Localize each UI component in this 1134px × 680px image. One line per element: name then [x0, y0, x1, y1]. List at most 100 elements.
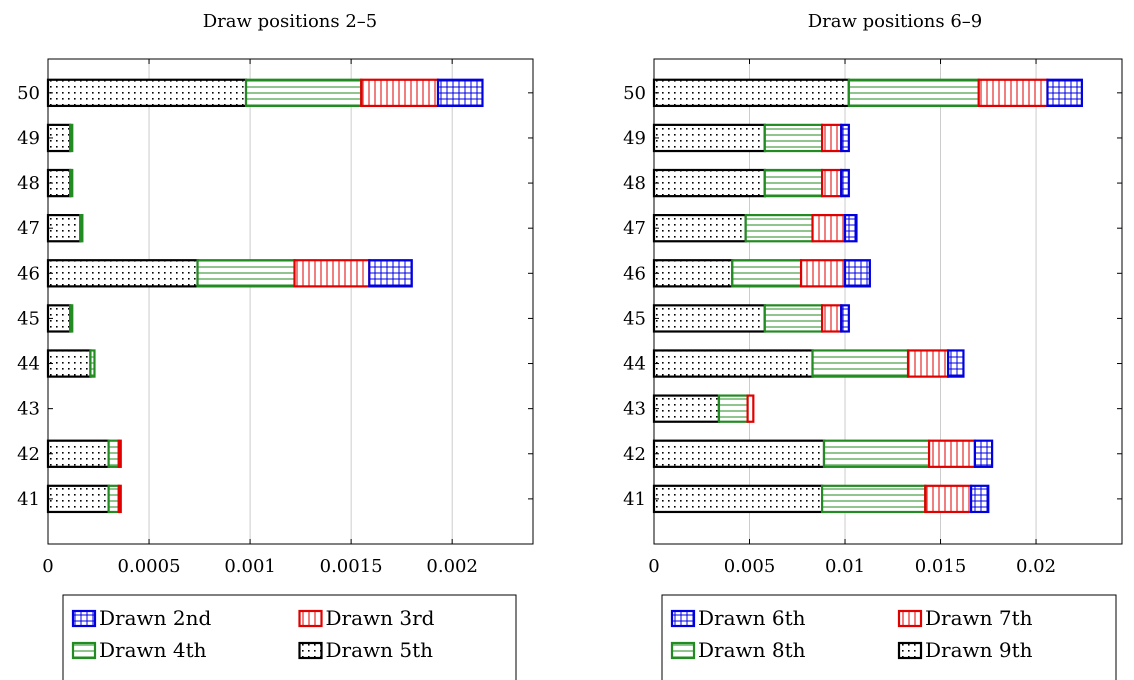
right-bar-drawn-9th-43 [652, 394, 721, 423]
right-chart: Draw positions 6–9 41 42 43 44 45 46 47 48 49 50 0… [623, 11, 1123, 680]
right-bar-drawn-7th-42 [927, 439, 977, 468]
right-bar-drawn-8th-49 [763, 123, 824, 153]
left-legend-label: Drawn 3rd [326, 606, 435, 630]
left-bar-drawn-4th-50 [244, 78, 363, 108]
left-bar-drawn-4th-44 [89, 349, 96, 378]
right-bar-drawn-9th-48 [652, 168, 766, 198]
right-legend-swatch [670, 641, 696, 660]
left-legend: Drawn 2nd Drawn 3rd Drawn 4th Drawn 5th [62, 594, 517, 680]
right-bar-drawn-7th-44 [906, 349, 950, 378]
right-bar-drawn-8th-45 [763, 304, 824, 333]
right-ytick-label: 48 [623, 173, 646, 194]
right-bar-drawn-9th-41 [652, 484, 824, 514]
right-bar-drawn-6th-49 [840, 123, 850, 153]
right-xtick-label: 0.02 [1016, 556, 1056, 577]
left-bar-drawn-3rd-41 [117, 484, 122, 514]
left-chart: Draw positions 2–5 41 42 43 44 45 46 47 48 49 50 0… [17, 11, 534, 680]
left-legend-label: Drawn 2nd [99, 606, 211, 630]
right-legend-swatch [670, 609, 696, 628]
left-bar-drawn-5th-44 [46, 349, 92, 378]
left-ytick-label: 46 [17, 263, 40, 284]
right-bar-drawn-9th-49 [652, 123, 766, 153]
right-bar-drawn-6th-48 [840, 168, 850, 198]
right-bar-drawn-8th-41 [820, 484, 927, 514]
right-xtick-label: 0.01 [825, 556, 865, 577]
right-bar-drawn-8th-46 [731, 259, 803, 288]
right-ytick-label: 41 [623, 489, 646, 510]
left-bar-drawn-4th-42 [107, 439, 120, 468]
left-chart-title: Draw positions 2–5 [203, 11, 378, 32]
right-ytick-label: 45 [623, 308, 646, 329]
left-bar-drawn-4th-49 [69, 123, 74, 153]
left-bar-drawn-3rd-50 [360, 78, 440, 108]
left-xtick-label: 0.002 [426, 556, 478, 577]
left-bar-drawn-4th-45 [69, 304, 74, 333]
right-legend-label: Drawn 7th [925, 606, 1033, 630]
right-axis-frame [653, 58, 1123, 545]
right-legend-swatch [897, 609, 923, 628]
right-bar-drawn-7th-43 [746, 394, 755, 423]
right-ytick-label: 46 [623, 263, 646, 284]
left-ytick-label: 41 [17, 489, 40, 510]
right-bar-drawn-8th-50 [847, 78, 980, 108]
right-legend-label: Drawn 6th [698, 606, 806, 630]
right-legend-swatch [897, 641, 923, 660]
left-legend-swatch [298, 609, 323, 628]
right-bar-drawn-6th-42 [973, 439, 994, 468]
right-bar-drawn-7th-50 [977, 78, 1049, 108]
left-bar-drawn-5th-46 [46, 259, 199, 288]
right-bar-drawn-6th-47 [843, 214, 858, 243]
left-legend-swatch [298, 641, 323, 660]
left-bar-drawn-2nd-46 [368, 259, 413, 288]
left-bar-drawn-4th-48 [69, 168, 74, 198]
right-bar-drawn-6th-41 [969, 484, 990, 514]
right-bar-drawn-7th-49 [820, 123, 843, 153]
left-bar-drawn-4th-47 [79, 214, 84, 243]
right-ytick-label: 47 [623, 218, 646, 239]
right-bar-drawn-7th-45 [820, 304, 843, 333]
left-ytick-label: 48 [17, 173, 40, 194]
left-xtick-label: 0.0015 [320, 556, 383, 577]
right-bar-drawn-9th-42 [652, 439, 826, 468]
right-bar-drawn-7th-41 [924, 484, 973, 514]
right-bar-drawn-9th-47 [652, 214, 747, 243]
right-ytick-label: 43 [623, 399, 646, 420]
left-ytick-label: 44 [17, 354, 40, 375]
left-bar-drawn-2nd-50 [436, 78, 484, 108]
left-legend-swatch [71, 641, 97, 660]
left-ytick-label: 45 [17, 308, 40, 329]
left-legend-frame [62, 594, 517, 680]
left-ytick-label: 43 [17, 399, 40, 420]
right-bar-drawn-6th-46 [843, 259, 871, 288]
right-bar-drawn-8th-48 [763, 168, 824, 198]
right-bar-drawn-6th-45 [840, 304, 850, 333]
right-bar-drawn-8th-47 [744, 214, 814, 243]
right-legend: Drawn 6th Drawn 7th Drawn 8th Drawn 9th [661, 594, 1117, 680]
right-chart-title: Draw positions 6–9 [808, 11, 983, 32]
left-bar-drawn-4th-41 [107, 484, 120, 514]
left-ytick-label: 50 [17, 83, 40, 104]
right-bar-drawn-6th-50 [1046, 78, 1083, 108]
right-legend-label: Drawn 9th [925, 638, 1033, 662]
left-bar-drawn-5th-41 [46, 484, 110, 514]
left-bar-drawn-3rd-42 [117, 439, 122, 468]
right-bar-drawn-9th-50 [652, 78, 850, 108]
right-legend-label: Drawn 8th [698, 638, 806, 662]
left-legend-label: Drawn 5th [326, 638, 434, 662]
left-bar-drawn-5th-50 [46, 78, 248, 108]
right-legend-frame [661, 594, 1117, 680]
right-bar-drawn-9th-46 [652, 259, 734, 288]
right-bar-drawn-7th-48 [820, 168, 843, 198]
left-bar-drawn-3rd-46 [293, 259, 371, 288]
right-ytick-label: 42 [623, 444, 646, 465]
right-bar-drawn-7th-47 [811, 214, 847, 243]
right-bar-drawn-9th-44 [652, 349, 814, 378]
left-ytick-label: 49 [17, 128, 40, 149]
right-bar-drawn-7th-46 [799, 259, 847, 288]
right-bar-drawn-8th-43 [717, 394, 749, 423]
left-legend-label: Drawn 4th [99, 638, 207, 662]
right-xtick-label: 0.015 [915, 556, 967, 577]
left-bar-drawn-4th-46 [196, 259, 296, 288]
right-bar-drawn-8th-44 [811, 349, 910, 378]
